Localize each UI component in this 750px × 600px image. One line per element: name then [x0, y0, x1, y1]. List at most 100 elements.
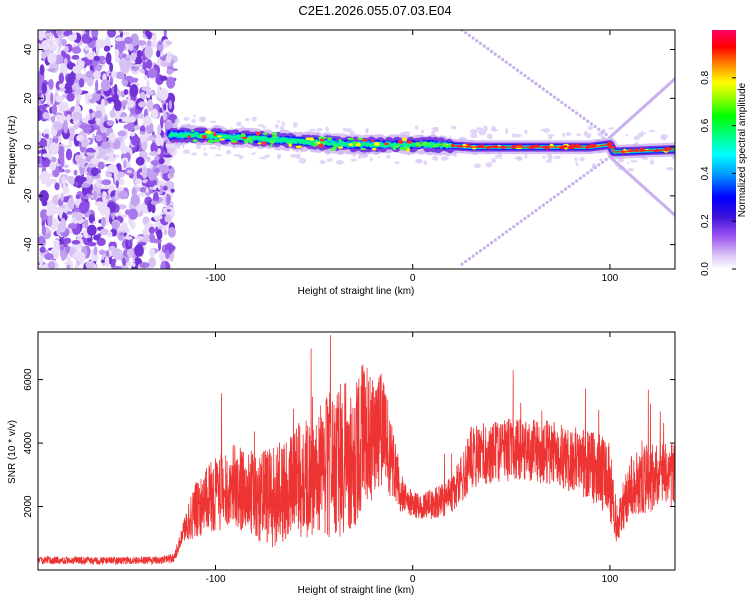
band-hotspot: [192, 139, 198, 143]
noise-blob: [59, 87, 66, 92]
faint-blob: [319, 160, 326, 165]
snr-ytick-label: 2000: [23, 495, 34, 518]
band-hotspot: [395, 143, 400, 148]
colorbar-axis: 0.0 0.2 0.4 0.6 0.8: [700, 70, 736, 276]
band-hotspot: [392, 145, 397, 151]
noise-blob: [130, 33, 139, 47]
colorbar-gradient: [712, 30, 736, 269]
noise-blob: [40, 209, 49, 221]
noise-blob: [166, 194, 171, 205]
faint-blob: [295, 153, 301, 159]
noise-blob: [117, 171, 126, 178]
band-hotspot: [434, 143, 442, 146]
colorbar: 0.0 0.2 0.4 0.6 0.8 Normalized spectral ampl…: [700, 30, 748, 276]
noise-blob: [120, 145, 129, 154]
faint-blob: [385, 154, 391, 159]
noise-blob: [85, 114, 91, 119]
noise-blob: [93, 55, 101, 62]
diagonal-dot: [497, 235, 501, 239]
noise-blob: [74, 154, 82, 163]
faint-blob: [182, 143, 185, 149]
noise-blob: [121, 157, 129, 163]
noise-blob: [38, 236, 46, 245]
noise-blob: [39, 254, 44, 266]
faint-blob: [233, 153, 241, 157]
noise-blob: [81, 57, 87, 62]
noise-blob: [163, 155, 171, 168]
noise-blob: [130, 194, 140, 206]
band-hotspot: [207, 139, 214, 144]
noise-blob: [93, 190, 98, 201]
band-hotspot: [440, 143, 447, 146]
band-hotspot: [374, 141, 380, 147]
faint-blob: [225, 149, 232, 155]
noise-blob: [150, 200, 159, 205]
noise-blob: [104, 256, 110, 268]
noise-blob: [136, 49, 143, 59]
noise-blob: [115, 37, 125, 42]
diagonal-dot: [545, 200, 549, 205]
noise-blob: [59, 63, 68, 75]
diagonal-dot: [549, 198, 553, 202]
noise-blob: [71, 46, 82, 54]
band-hotspot: [262, 132, 268, 136]
noise-blob: [69, 261, 74, 269]
noise-blob: [64, 169, 71, 174]
noise-blob: [87, 241, 97, 247]
noise-blob: [122, 258, 126, 266]
noise-blob: [148, 257, 157, 268]
snr-xtick-label: -100: [205, 574, 225, 585]
noise-blob: [92, 221, 97, 225]
noise-blob: [168, 100, 172, 110]
faint-blob: [643, 132, 647, 135]
noise-blob: [57, 193, 61, 201]
faint-blob: [432, 155, 439, 161]
diagonal-dot: [582, 116, 586, 121]
noise-blob: [126, 261, 132, 266]
diagonal-dot: [538, 206, 542, 210]
diagonal-dot: [467, 257, 472, 261]
spectrogram-ytick-label: -20: [23, 188, 34, 203]
noise-blob: [136, 204, 142, 211]
faint-blob: [495, 154, 500, 159]
faint-blob: [262, 126, 267, 129]
noise-blob: [38, 108, 42, 121]
snr-ylabel: SNR (10 * v/v): [7, 420, 18, 484]
spectrogram-axes: -100 0 100 -40 -20 0 20 40: [23, 30, 675, 284]
noise-blob: [62, 175, 66, 186]
noise-blob: [157, 124, 162, 135]
noise-blob: [135, 178, 143, 184]
noise-blob: [52, 121, 63, 131]
noise-blob: [139, 262, 150, 269]
faint-blob: [423, 160, 428, 166]
noise-blob: [104, 206, 111, 217]
noise-blob: [95, 134, 103, 142]
noise-blob: [98, 249, 106, 256]
diagonal-dot: [563, 187, 568, 191]
noise-blob: [155, 134, 163, 147]
spectrogram-panel: -100 0 100 -40 -20 0 20 40 Height of straight l…: [7, 29, 676, 297]
noise-blob: [92, 60, 98, 66]
noise-blob: [112, 249, 118, 257]
diagonal-dot: [497, 55, 501, 59]
noise-blob: [123, 160, 127, 169]
noise-blob: [153, 185, 157, 191]
noise-blob: [146, 99, 154, 112]
spectrogram-xlabel: Height of straight line (km): [298, 286, 415, 297]
noise-blob: [60, 205, 66, 209]
noise-blob: [86, 224, 97, 236]
noise-blob: [69, 127, 75, 136]
noise-blob: [45, 32, 51, 38]
faint-blob: [516, 156, 523, 161]
noise-blob: [143, 75, 148, 80]
noise-blob: [118, 30, 123, 33]
noise-blob: [162, 112, 167, 121]
faint-blob: [660, 135, 667, 141]
band-hotspot: [257, 142, 262, 145]
noise-blob: [50, 248, 59, 253]
noise-blob: [147, 68, 158, 78]
noise-blob: [57, 221, 67, 233]
diagonal-dot: [501, 57, 505, 62]
noise-blob: [105, 52, 112, 65]
noise-blob: [144, 192, 151, 196]
